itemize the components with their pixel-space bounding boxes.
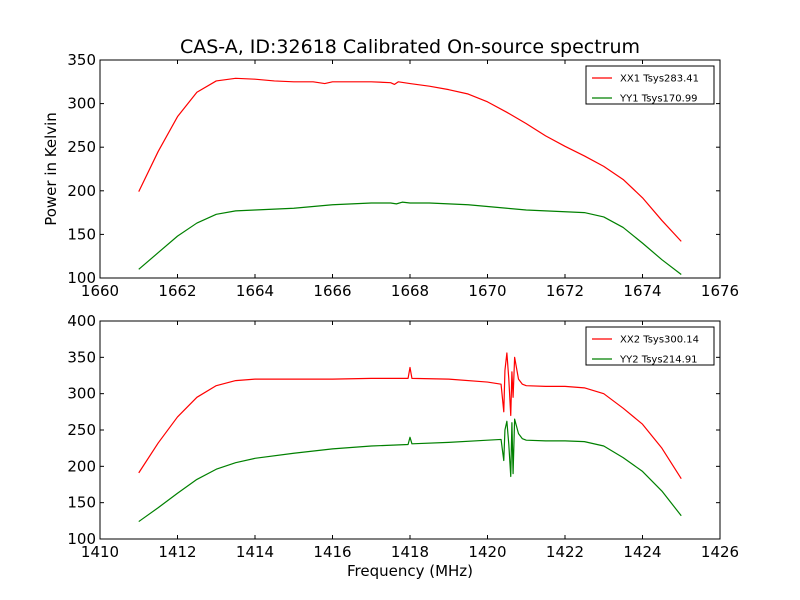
top-legend-box (585, 65, 715, 105)
top-y-tick-label: 150 (67, 225, 96, 243)
top-x-tick-label: 1668 (391, 282, 429, 300)
top-series-line-1 (138, 77, 682, 242)
bottom-x-tick-label: 1416 (313, 543, 351, 561)
bottom-x-tick-label: 1414 (236, 543, 274, 561)
top-legend-label-2: YY1 Tsys170.99 (619, 94, 698, 105)
bottom-x-tick-label: 1426 (701, 543, 739, 561)
bottom-x-tick-label: 1412 (158, 543, 196, 561)
top-x-tick-label: 1664 (236, 282, 274, 300)
bottom-y-tick-label: 200 (67, 457, 96, 475)
bottom-y-tick-label: 400 (67, 312, 96, 330)
bottom-x-tick-label: 1410 (81, 543, 119, 561)
bottom-plot: 1410 1412 1414 1416 1418 1420 1422 1424 1426 100 1… (67, 312, 739, 561)
top-x-tick-label: 1662 (158, 282, 196, 300)
top-x-tick-label: 1670 (468, 282, 506, 300)
bottom-legend-label-1: XX2 Tsys300.14 (620, 335, 699, 346)
bottom-x-tick-label: 1422 (546, 543, 584, 561)
bottom-y-tick-label: 300 (67, 385, 96, 403)
top-plot: 1660 1662 1664 1666 1668 1670 1672 1674 1676 100 1… (67, 51, 739, 300)
bottom-legend-label-2: YY2 Tsys214.91 (619, 355, 698, 366)
bottom-y-tick-label: 100 (67, 530, 96, 548)
top-series-line-2 (138, 201, 682, 275)
bottom-y-tick-label: 250 (67, 421, 96, 439)
bottom-series-line-2 (138, 418, 682, 523)
top-y-tick-label: 350 (67, 51, 96, 69)
top-x-tick-label: 1672 (546, 282, 584, 300)
bottom-x-tick-label: 1420 (468, 543, 506, 561)
chart-title: CAS-A, ID:32618 Calibrated On-source spe… (180, 36, 640, 58)
bottom-x-axis-label: Frequency (MHz) (347, 562, 473, 580)
bottom-legend: XX2 Tsys300.14 YY2 Tsys214.91 (585, 326, 715, 366)
top-legend-label-1: XX1 Tsys283.41 (620, 74, 699, 85)
bottom-x-tick-label: 1424 (623, 543, 661, 561)
top-y-tick-label: 100 (67, 269, 96, 287)
bottom-y-tick-label: 150 (67, 494, 96, 512)
top-x-tick-label: 1676 (701, 282, 739, 300)
bottom-x-tick-label: 1418 (391, 543, 429, 561)
top-legend: XX1 Tsys283.41 YY1 Tsys170.99 (585, 65, 715, 105)
top-x-tick-label: 1660 (81, 282, 119, 300)
top-y-tick-label: 200 (67, 182, 96, 200)
bottom-series-line-1 (138, 352, 682, 480)
top-y-tick-label: 300 (67, 95, 96, 113)
bottom-y-tick-label: 350 (67, 348, 96, 366)
top-y-tick-label: 250 (67, 138, 96, 156)
bottom-legend-box (585, 326, 715, 366)
top-y-axis-label: Power in Kelvin (42, 112, 60, 226)
top-x-tick-label: 1674 (623, 282, 661, 300)
top-x-tick-label: 1666 (313, 282, 351, 300)
